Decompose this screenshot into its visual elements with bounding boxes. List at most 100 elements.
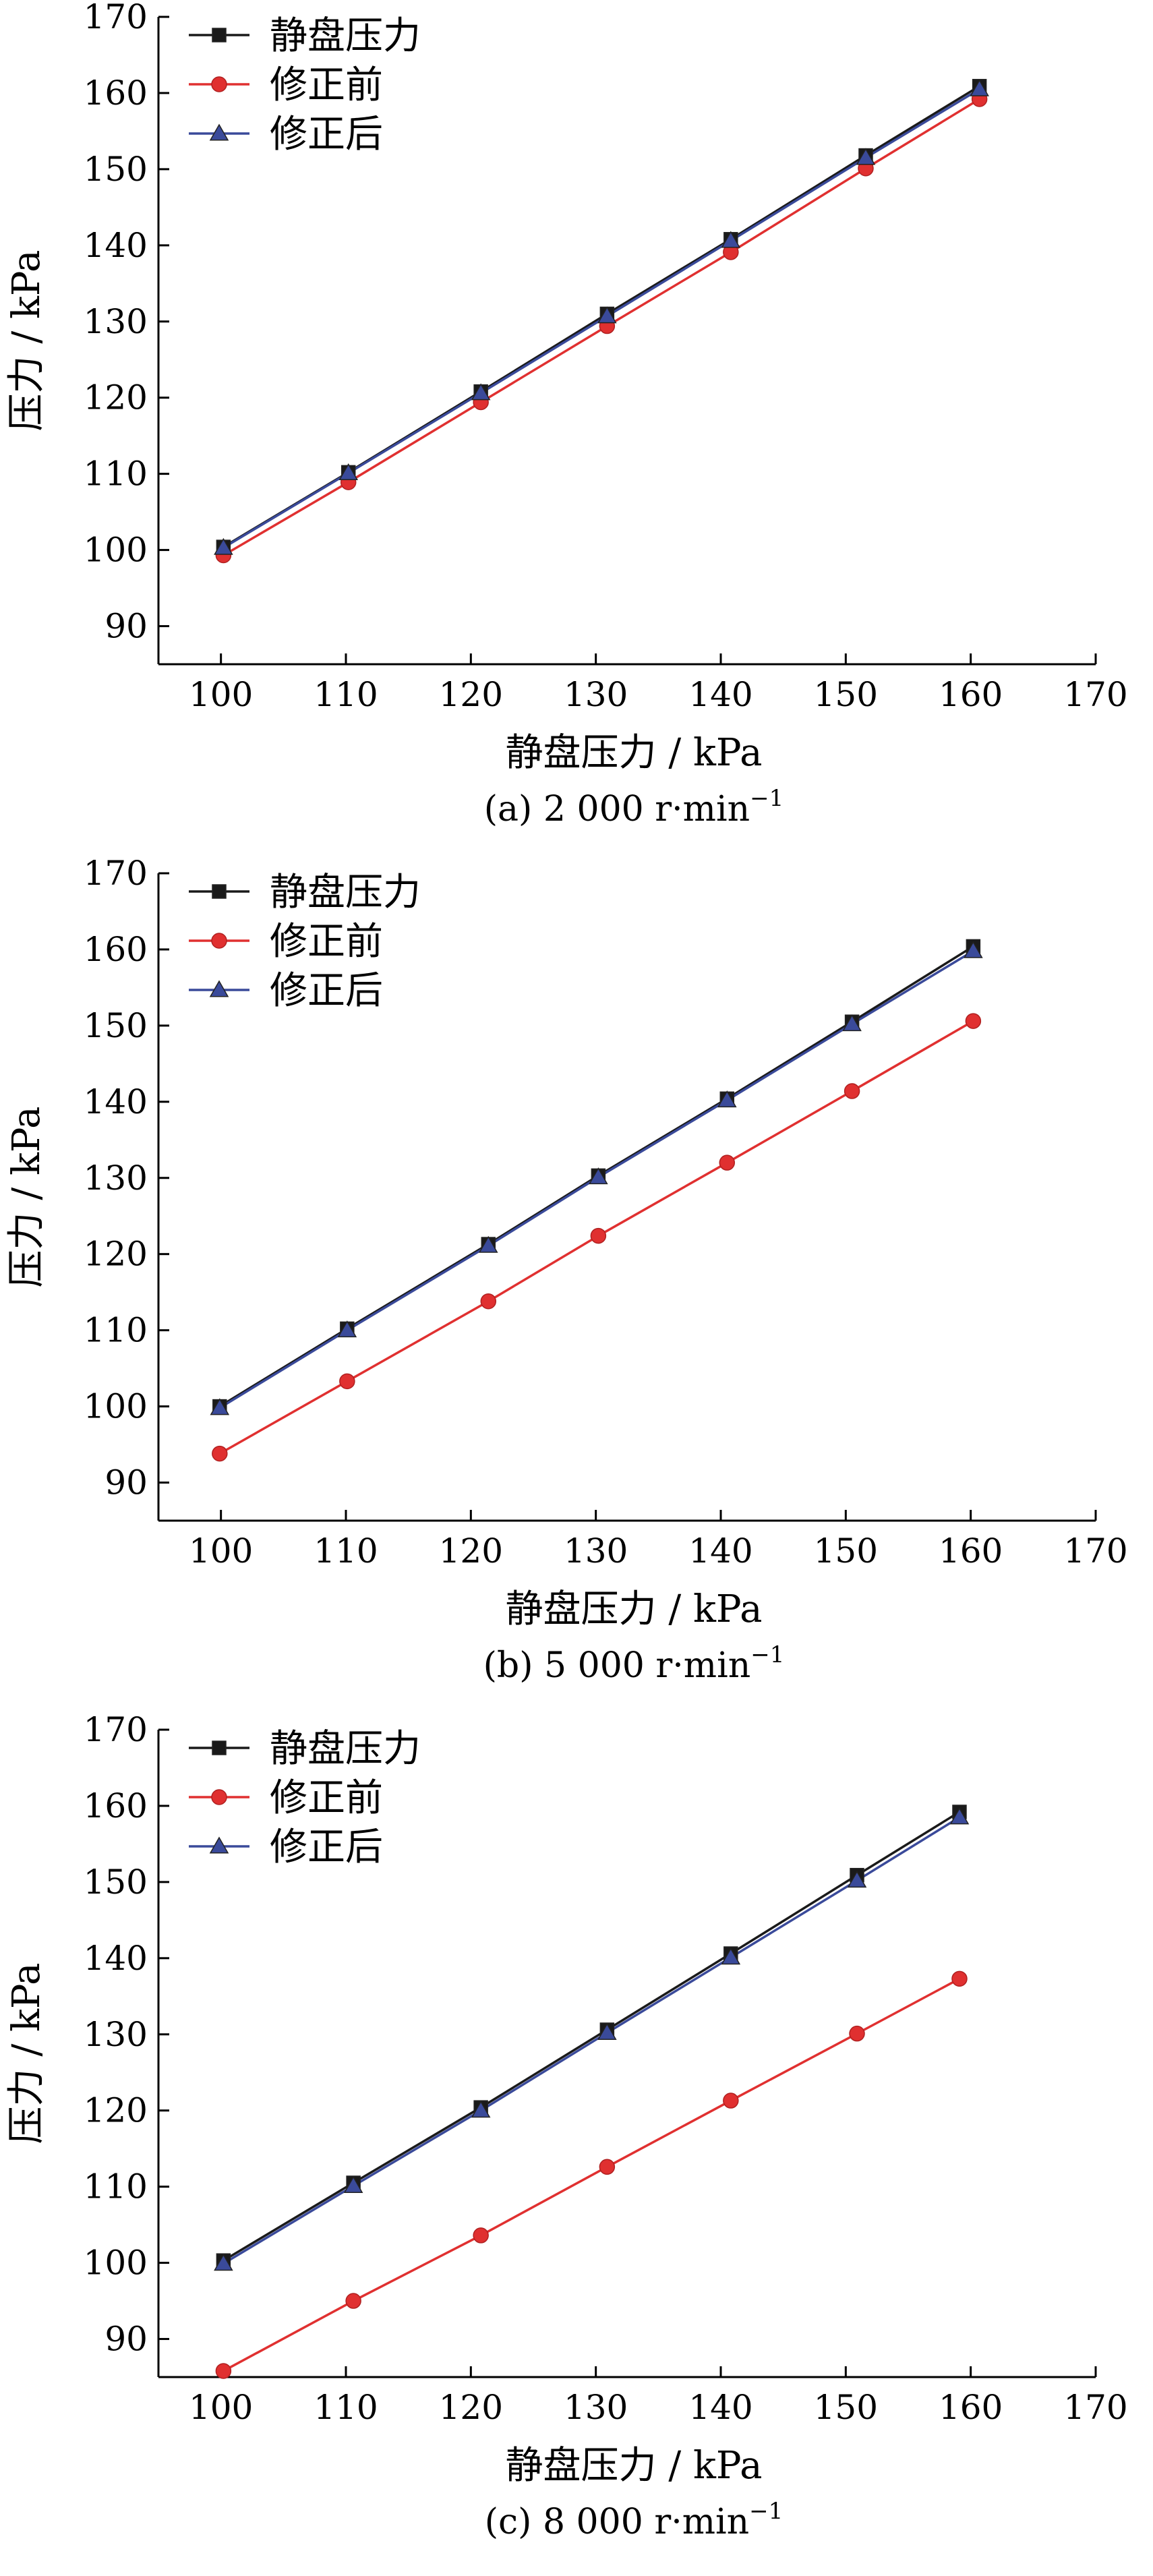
y-tick-label: 130 <box>84 1159 148 1198</box>
caption-superscript: −1 <box>750 1641 784 1668</box>
series-markers-2 <box>214 1807 970 2271</box>
legend-marker <box>211 1789 227 1805</box>
y-tick-label: 150 <box>84 150 148 189</box>
x-tick-label: 170 <box>1063 1531 1127 1571</box>
y-tick-label: 90 <box>105 607 148 646</box>
series-markers-2 <box>214 79 989 555</box>
legend-marker <box>209 1836 229 1854</box>
data-point <box>721 231 741 248</box>
x-tick-label: 130 <box>564 1531 628 1571</box>
x-tick-label: 120 <box>439 1531 503 1571</box>
y-tick-label: 170 <box>84 1713 148 1749</box>
x-axis-label: 静盘压力 / kPa <box>506 2444 763 2488</box>
chart-b: 90 100 110 120 130 140 150 160 170 100 110 120 130 14… <box>5 854 1128 1686</box>
data-point <box>337 1320 357 1338</box>
data-point <box>599 2159 616 2175</box>
legend-entry: 修正后 <box>270 969 383 1013</box>
x-tick-label: 150 <box>814 2388 878 2427</box>
data-point <box>844 1083 860 1099</box>
chart-caption: (c) 8 000 r·min−1 <box>485 2498 784 2542</box>
data-point <box>597 306 617 324</box>
y-axis-label: 压力 / kPa <box>5 1963 49 2144</box>
legend-marker <box>212 1740 227 1755</box>
data-point <box>339 1373 355 1390</box>
chart-caption: (a) 2 000 r·min−1 <box>484 785 784 829</box>
data-point <box>214 2254 233 2271</box>
y-tick-label: 140 <box>84 1939 148 1978</box>
y-tick-label: 90 <box>105 2320 148 2359</box>
y-tick-label: 120 <box>84 2091 148 2130</box>
y-tick-label: 170 <box>84 0 148 36</box>
x-tick-label: 100 <box>189 675 253 714</box>
x-tick-label: 170 <box>1063 675 1127 714</box>
legend-entry: 修正后 <box>270 1825 383 1869</box>
y-tick-label: 110 <box>84 2167 148 2206</box>
y-tick-label: 120 <box>84 378 148 417</box>
x-tick-label: 110 <box>314 1531 378 1571</box>
y-tick-label: 140 <box>84 226 148 265</box>
caption-superscript: −1 <box>750 785 784 812</box>
legend-marker <box>212 28 227 42</box>
legend-entry: 修正后 <box>270 113 383 156</box>
x-tick-label: 150 <box>814 675 878 714</box>
y-axis-label: 压力 / kPa <box>5 1107 49 1288</box>
data-point <box>471 2101 491 2118</box>
data-point <box>951 1970 968 1987</box>
y-tick-label: 110 <box>84 1311 148 1350</box>
x-tick-label: 140 <box>688 1531 752 1571</box>
data-point <box>719 1154 736 1171</box>
y-tick-label: 100 <box>84 531 148 570</box>
x-tick-label: 170 <box>1063 2388 1127 2427</box>
legend-entry: 静盘压力 <box>270 14 421 58</box>
data-point <box>949 1807 970 1825</box>
data-point <box>210 1398 230 1415</box>
x-tick-label: 140 <box>688 2388 752 2427</box>
x-tick-label: 160 <box>939 2388 1003 2427</box>
data-point <box>215 2363 232 2379</box>
data-point <box>214 537 233 555</box>
x-tick-label: 150 <box>814 1531 878 1571</box>
x-tick-label: 160 <box>939 675 1003 714</box>
series-line-0 <box>223 1811 960 2262</box>
legend-marker <box>211 76 227 92</box>
x-tick-label: 110 <box>314 2388 378 2427</box>
y-tick-label: 100 <box>84 1387 148 1426</box>
x-tick-label: 120 <box>439 2388 503 2427</box>
data-point <box>212 1445 228 1462</box>
legend-entry: 修正前 <box>270 1776 383 1820</box>
legend-entry: 修正前 <box>270 920 383 964</box>
legend-entry: 修正前 <box>270 63 383 107</box>
x-tick-label: 140 <box>688 675 752 714</box>
data-point <box>473 2227 489 2244</box>
y-tick-label: 160 <box>84 74 148 113</box>
data-point <box>343 2176 363 2194</box>
legend-marker <box>209 980 229 997</box>
x-tick-label: 100 <box>189 2388 253 2427</box>
legend-marker <box>209 123 229 141</box>
y-tick-label: 130 <box>84 302 148 341</box>
chart-a: 90 100 110 120 130 140 150 160 170 100 110 120 130 14… <box>5 0 1128 829</box>
data-point <box>338 463 358 481</box>
chart-panel-a: 90 100 110 120 130 140 150 160 170 100 110 120 130 14… <box>0 0 1153 850</box>
legend-entry: 静盘压力 <box>270 871 421 914</box>
data-point <box>723 2092 739 2109</box>
data-point <box>471 383 491 401</box>
series-markers-1 <box>215 1970 968 2379</box>
chart-caption: (b) 5 000 r·min−1 <box>483 1641 785 1686</box>
y-tick-label: 90 <box>105 1463 148 1502</box>
data-point <box>842 1014 862 1032</box>
data-point <box>856 148 876 165</box>
x-tick-label: 130 <box>564 2388 628 2427</box>
data-point <box>717 1090 737 1108</box>
data-point <box>589 1167 608 1185</box>
data-point <box>849 2025 865 2042</box>
x-tick-label: 120 <box>439 675 503 714</box>
y-tick-label: 150 <box>84 1863 148 1902</box>
legend-marker <box>212 884 227 899</box>
data-point <box>965 1013 982 1029</box>
x-tick-label: 160 <box>939 1531 1003 1571</box>
